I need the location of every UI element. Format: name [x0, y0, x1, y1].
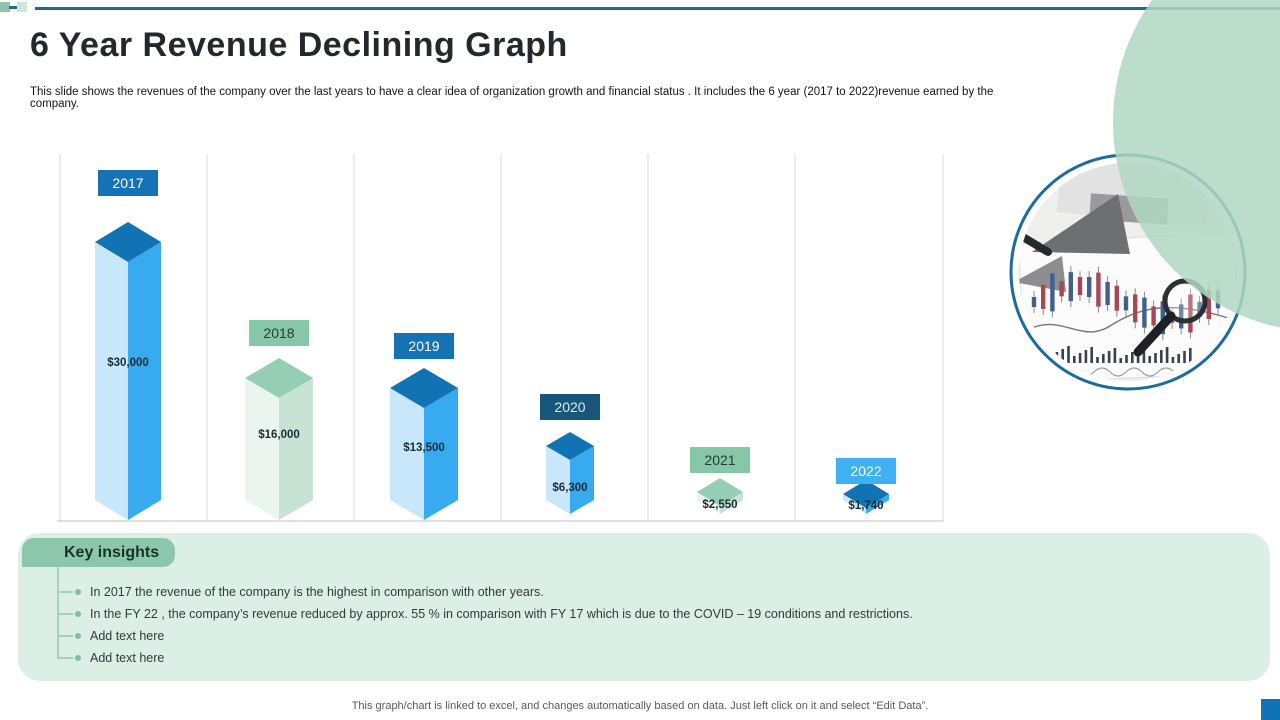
chart-canvas: [57, 154, 944, 522]
insight-text: Add text here: [90, 651, 165, 665]
bar-right-face[interactable]: [128, 242, 161, 520]
top-divider-line: [35, 7, 1280, 10]
bar-left-face[interactable]: [546, 446, 570, 514]
financial-charts-photo: [1019, 163, 1237, 381]
bar-top-face[interactable]: [95, 222, 161, 262]
magnifier-handle-icon: [1133, 311, 1176, 357]
photo-circle-ring: [1009, 153, 1247, 391]
triangle-ruler-shadow: [1019, 256, 1066, 292]
bar-left-face[interactable]: [843, 494, 866, 514]
slide-subtitle: This slide shows the revenues of the com…: [30, 86, 994, 110]
bar-left-face[interactable]: [245, 378, 279, 520]
year-label-2017: 2017: [98, 170, 158, 196]
trend-line: [1023, 306, 1229, 333]
bar-left-face[interactable]: [390, 388, 424, 520]
value-label-2020: $6,300: [552, 482, 588, 494]
bar-2020[interactable]: [546, 432, 594, 514]
insight-item: In the FY 22 , the company’s revenue red…: [57, 604, 913, 624]
year-label-2018: 2018: [249, 320, 309, 346]
chart-paper: [1019, 231, 1237, 381]
bar-left-face[interactable]: [697, 492, 720, 514]
connector-branch: [57, 613, 73, 615]
bar-2017[interactable]: [95, 222, 161, 520]
bar-left-face[interactable]: [95, 242, 128, 520]
connector-branch: [57, 635, 73, 637]
insight-item: Add text here: [57, 626, 164, 646]
bullet-dot-icon: [75, 655, 81, 661]
wave-line: [1029, 367, 1191, 377]
year-label-2020: 2020: [540, 394, 600, 420]
accent-square-icon-2: [17, 2, 27, 12]
pen-icon: [1019, 230, 1052, 256]
footer-note: This graph/chart is linked to excel, and…: [351, 700, 929, 712]
bar-top-face[interactable]: [546, 432, 594, 460]
value-label-2018: $16,000: [258, 429, 300, 441]
bar-top-face[interactable]: [843, 480, 889, 508]
magnifier-lens-icon: [1162, 278, 1208, 324]
year-label-2022: 2022: [836, 458, 896, 484]
bar-2018[interactable]: [245, 358, 313, 520]
insight-item: In 2017 the revenue of the company is th…: [57, 582, 544, 602]
bullet-dot-icon: [75, 611, 81, 617]
bar-2019[interactable]: [390, 368, 458, 520]
key-insights-panel: [18, 533, 1270, 681]
bar-right-face[interactable]: [720, 492, 743, 514]
insight-text: Add text here: [90, 629, 165, 643]
bar-right-face[interactable]: [570, 446, 594, 514]
bullet-dot-icon: [75, 633, 81, 639]
year-label-2021: 2021: [690, 447, 750, 473]
bar-top-face[interactable]: [697, 478, 743, 506]
value-label-2019: $13,500: [403, 442, 445, 454]
bar-2022[interactable]: [843, 480, 889, 514]
connector-branch: [57, 591, 73, 593]
paper-strip: [1089, 193, 1169, 225]
connector-branch: [57, 657, 73, 659]
bottom-right-accent-square: [1261, 699, 1280, 720]
insight-text: In the FY 22 , the company’s revenue red…: [90, 607, 913, 621]
value-label-2017: $30,000: [107, 357, 149, 369]
accent-dash-icon: [9, 6, 18, 9]
bar-right-face[interactable]: [866, 494, 889, 514]
value-label-2021: $2,550: [702, 499, 738, 511]
value-label-2022: $1,740: [848, 500, 884, 512]
key-insights-title: Key insights: [64, 544, 160, 561]
year-label-2019: 2019: [394, 333, 454, 359]
triangle-ruler-icon: [1032, 194, 1130, 254]
insight-text: In 2017 the revenue of the company is th…: [90, 585, 544, 599]
revenue-bar-chart[interactable]: 2017 $30,000 2018 $16,000 2019 $13,500 2020 $6,…: [40, 140, 960, 540]
bar-right-face[interactable]: [424, 388, 458, 520]
paper-sheet: [1056, 163, 1214, 228]
page-title: 6 Year Revenue Declining Graph: [30, 26, 568, 64]
accent-square-icon: [0, 2, 10, 12]
bar-2021[interactable]: [697, 478, 743, 514]
bar-right-face[interactable]: [279, 378, 313, 520]
decorative-graphics: [1009, 0, 1280, 391]
chart-labels-layer: 2017 $30,000 2018 $16,000 2019 $13,500 2020 $6,…: [40, 140, 960, 540]
bar-chart-icon: [1044, 346, 1192, 363]
bullet-dot-icon: [75, 589, 81, 595]
candlestick-chart-icon: [1031, 266, 1221, 341]
key-insights-tab: Key insights: [22, 538, 175, 567]
insight-item: Add text here: [57, 648, 164, 668]
bar-top-face[interactable]: [245, 358, 313, 398]
mint-circle: [1113, 0, 1280, 328]
bar-top-face[interactable]: [390, 368, 458, 408]
